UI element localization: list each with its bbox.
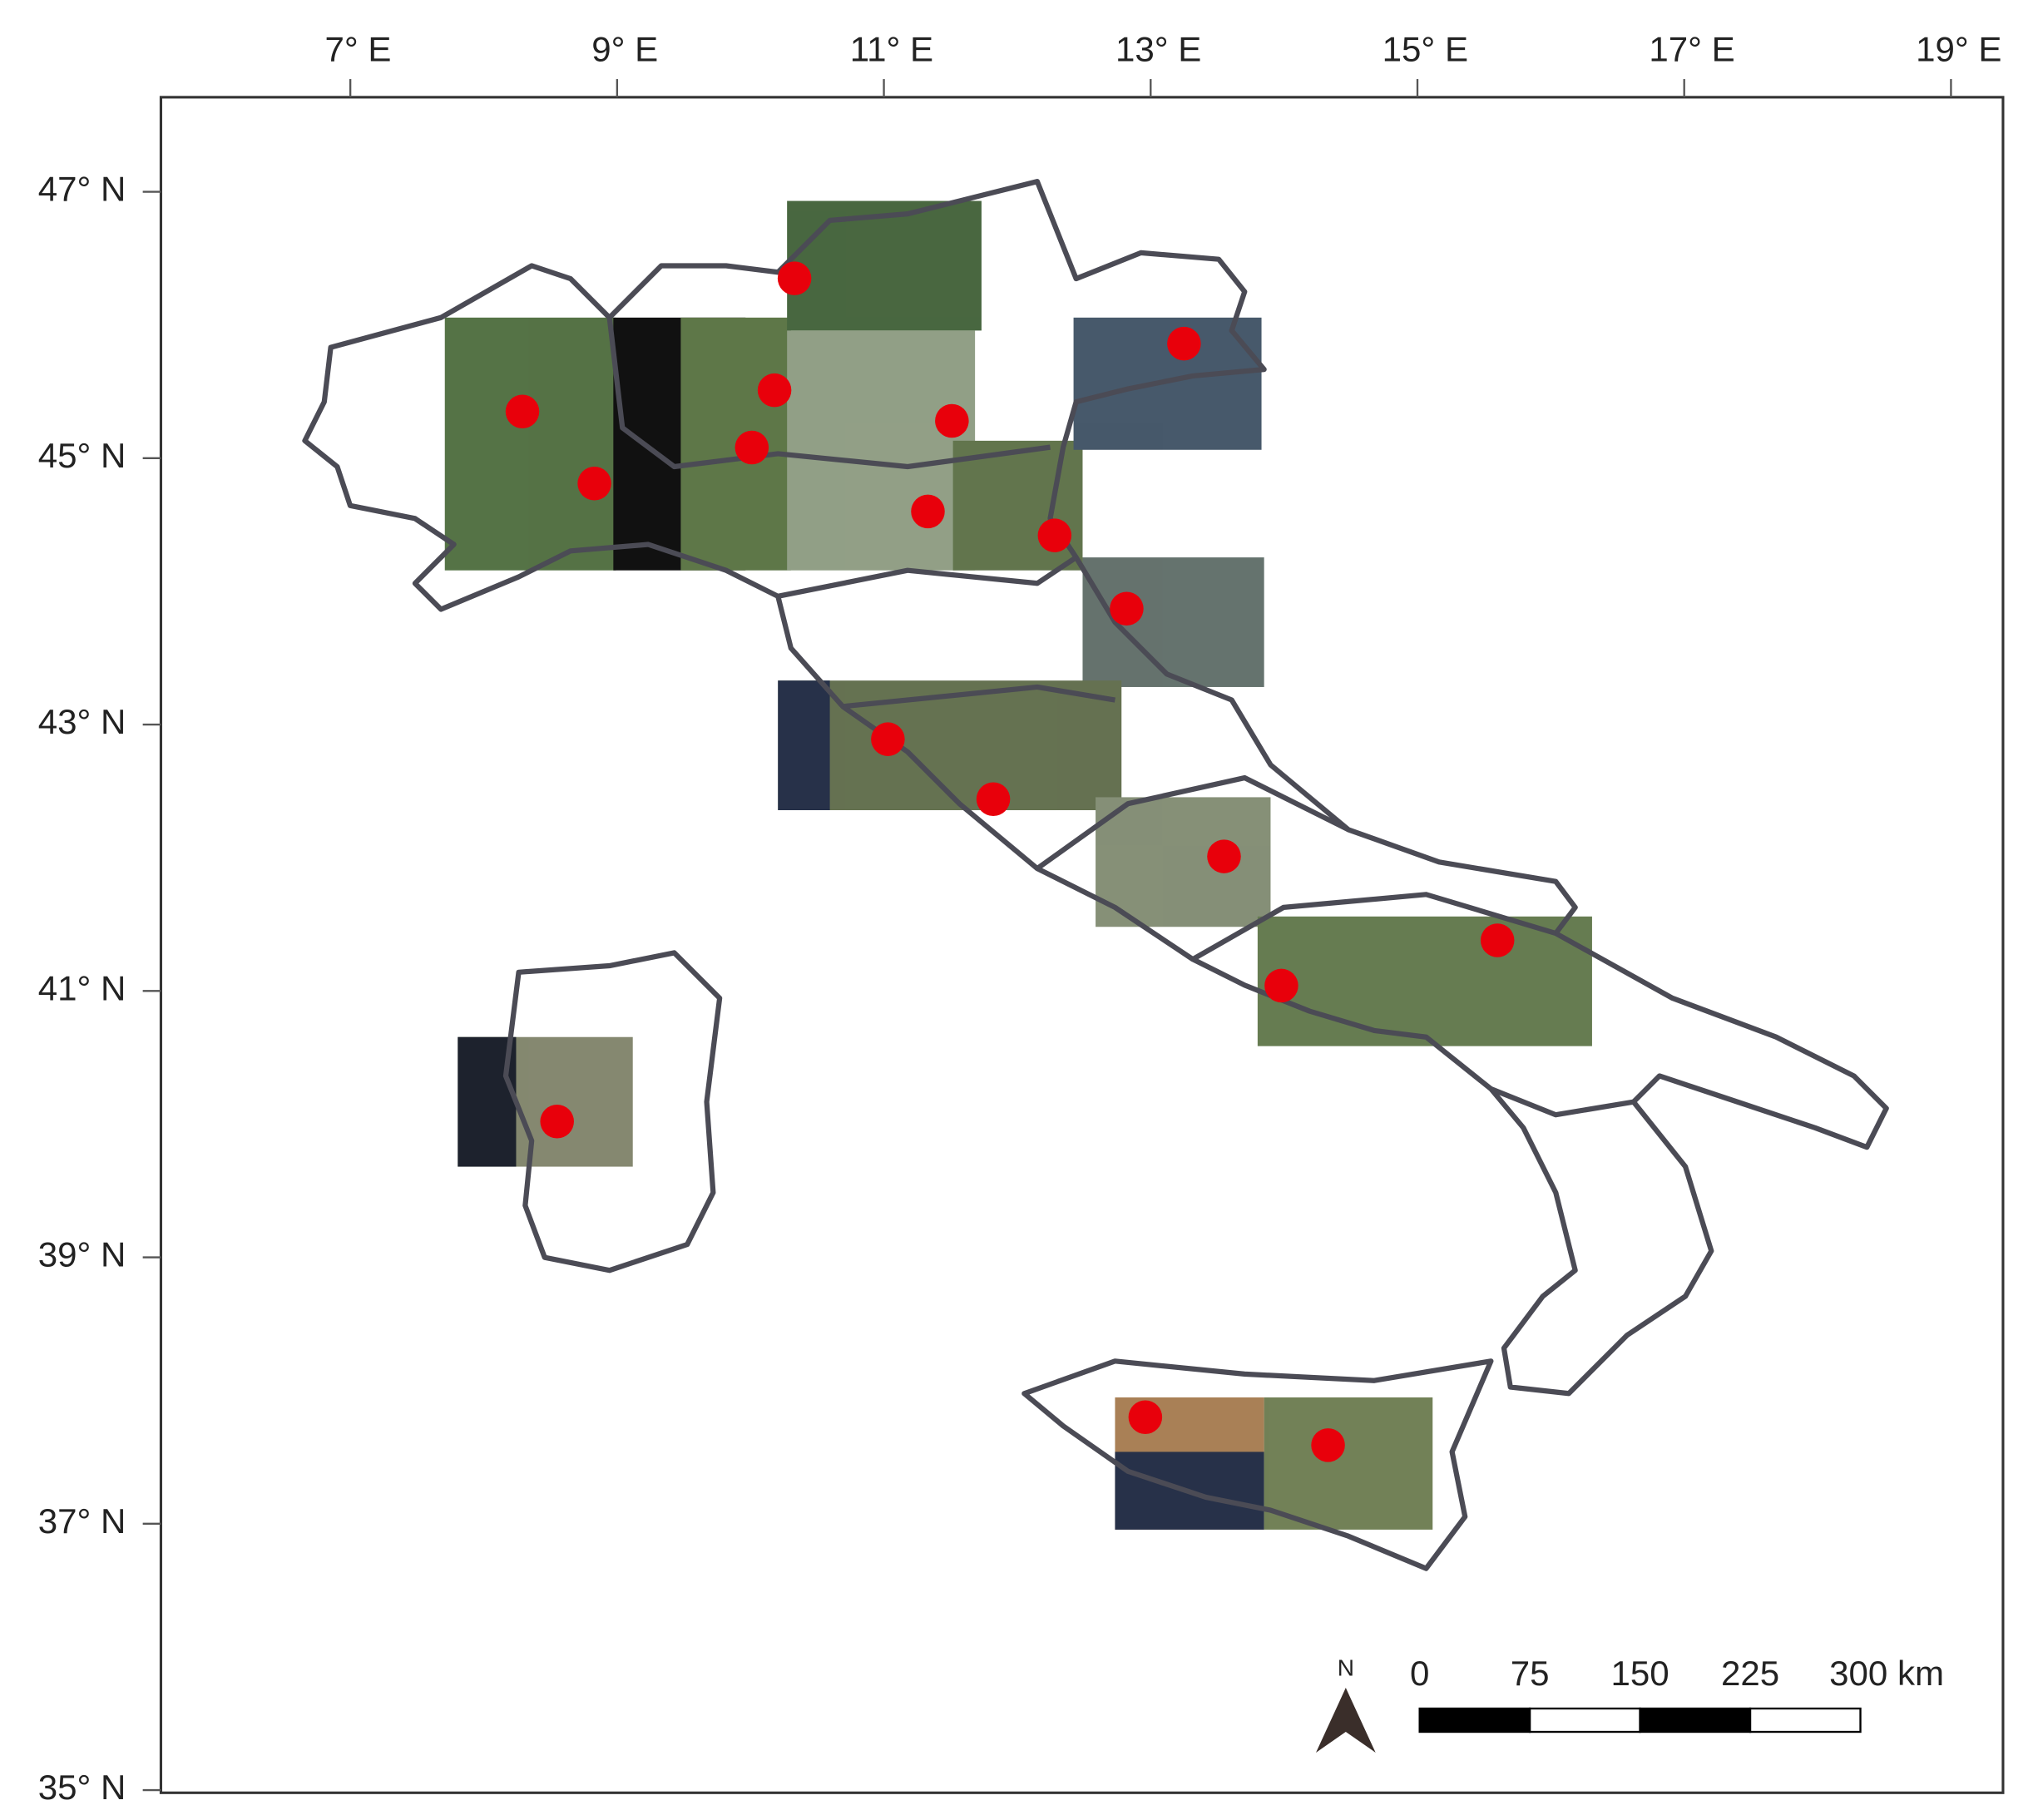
tile (787, 200, 982, 331)
tile (1264, 1397, 1433, 1530)
y-tick-label: 37° N (38, 1501, 126, 1541)
scale-label: 300 km (1829, 1654, 1944, 1693)
x-tick-label: 15° E (1383, 29, 1468, 68)
site-point (1128, 1400, 1163, 1434)
site-point (1480, 923, 1515, 957)
site-point (777, 261, 812, 295)
tile (1257, 916, 1592, 1046)
scale-segment (1528, 1707, 1641, 1733)
tile (444, 317, 616, 571)
scale-label: 150 (1610, 1654, 1669, 1693)
site-point (540, 1104, 574, 1139)
site-point (1311, 1428, 1345, 1462)
italy-outline (302, 179, 1889, 1397)
scale-segment (1749, 1707, 1862, 1733)
site-point (1167, 326, 1201, 361)
site-point (735, 430, 769, 465)
scale-label: 225 (1721, 1654, 1779, 1693)
tile (1073, 317, 1262, 450)
north-arrow-shape (1315, 1688, 1376, 1753)
tile (787, 330, 976, 571)
site-point (935, 403, 969, 438)
x-tick-label: 19° E (1916, 29, 2001, 68)
scale-label: 75 (1511, 1654, 1550, 1693)
tile (1082, 557, 1264, 687)
scale-segment (1418, 1707, 1531, 1733)
site-point (976, 782, 1011, 816)
x-tick-label: 11° E (850, 29, 933, 68)
x-tick-label: 13° E (1115, 29, 1201, 68)
x-tick-label: 17° E (1649, 29, 1734, 68)
site-point (1110, 591, 1144, 626)
y-tick-label: 45° N (38, 436, 126, 475)
scale-segment (1639, 1707, 1752, 1733)
site-point (1207, 839, 1241, 873)
site-point (911, 494, 945, 529)
sicily-outline (1021, 1358, 1494, 1571)
tile (778, 680, 1122, 811)
site-point (1264, 968, 1298, 1003)
site-point (1037, 518, 1072, 552)
site-point (871, 722, 905, 756)
scale-label: 0 (1410, 1654, 1429, 1693)
satellite-tiles (444, 200, 1592, 1530)
y-tick-label: 47° N (38, 170, 126, 209)
x-tick-label: 9° E (591, 29, 658, 68)
x-tick-label: 7° E (325, 29, 392, 68)
tile (778, 680, 830, 811)
north-arrow: N (1315, 1655, 1376, 1753)
site-point (577, 466, 611, 501)
sardinia-outline (502, 950, 723, 1274)
site-point (505, 394, 540, 429)
y-tick-label: 41° N (38, 968, 126, 1007)
site-point (757, 373, 792, 408)
tile (1096, 797, 1271, 927)
y-tick-label: 35° N (38, 1768, 126, 1807)
y-tick-label: 39° N (38, 1235, 126, 1274)
north-label: N (1338, 1655, 1354, 1681)
region-borders (606, 317, 1635, 1118)
y-tick-label: 43° N (38, 702, 126, 741)
